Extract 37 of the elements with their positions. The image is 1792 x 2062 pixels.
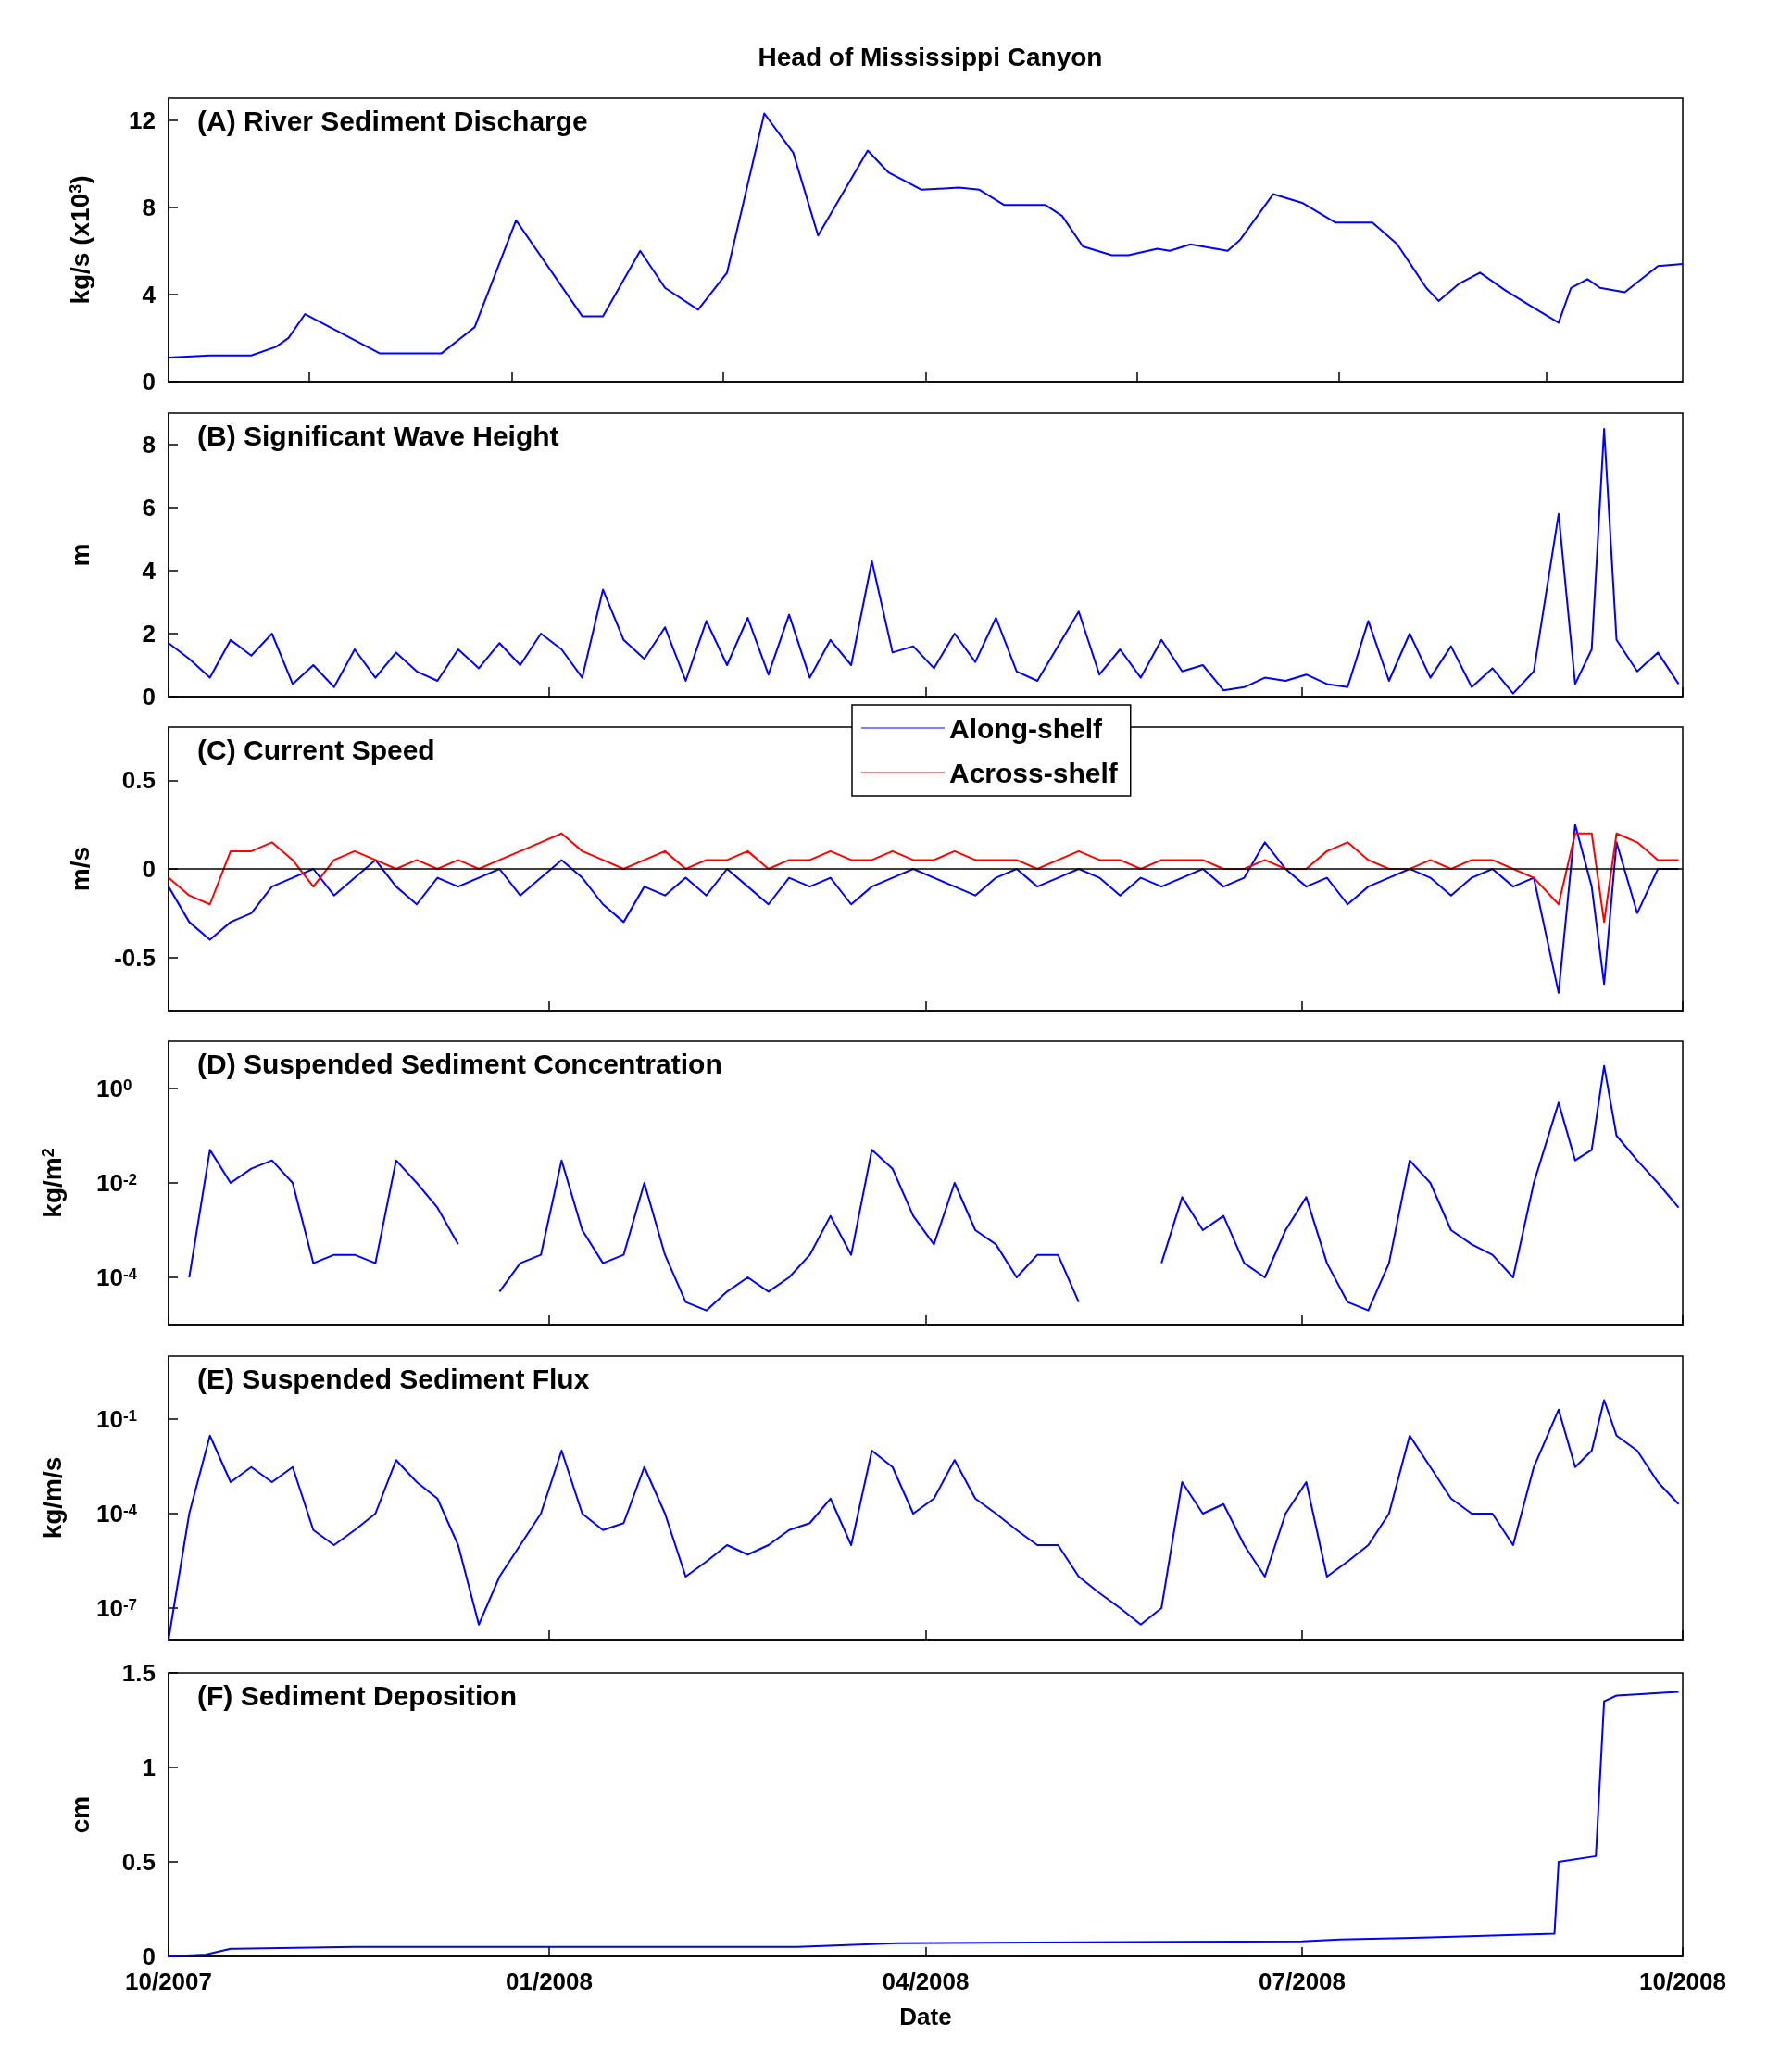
y-tick-label: 2 <box>142 620 156 648</box>
chart-title: (B) Significant Wave Height <box>197 420 559 451</box>
y-axis-title: kg/s (x103) <box>65 175 94 305</box>
x-tick-label: 04/2008 <box>882 1968 970 1995</box>
y-tick-label: 0.5 <box>121 766 156 795</box>
y-tick-label: 4 <box>142 280 157 308</box>
y-tick-label: 1.5 <box>121 1659 156 1687</box>
y-tick-label: 0 <box>142 1943 156 1970</box>
y-tick-label: 8 <box>142 193 156 221</box>
y-axis-title: cm <box>65 1795 94 1834</box>
chart-title: (E) Suspended Sediment Flux <box>197 1363 590 1394</box>
chart-subtitle: (A) River Sediment Discharge <box>197 105 588 136</box>
y-tick-label: 0 <box>142 368 156 396</box>
chart-title: (C) Current Speed <box>197 734 435 765</box>
x-tick-label: 10/2007 <box>125 1968 212 1995</box>
y-axis-title: kg/m2 <box>37 1148 67 1218</box>
x-tick-label: 01/2008 <box>505 1968 593 1995</box>
legend-label: Along-shelf <box>949 712 1103 744</box>
legend-label: Across-shelf <box>949 757 1119 788</box>
y-axis-title: m <box>65 543 94 567</box>
x-tick-label: 07/2008 <box>1259 1968 1347 1995</box>
x-tick-label: 10/2008 <box>1639 1968 1726 1995</box>
chart-title: (D) Suspended Sediment Concentration <box>197 1048 722 1079</box>
y-tick-label: -0.5 <box>114 943 156 972</box>
y-tick-label: 4 <box>142 557 157 585</box>
y-tick-label: 1 <box>142 1754 156 1781</box>
x-axis-title: Date <box>899 2003 952 2031</box>
y-axis-title: m/s <box>65 846 94 892</box>
chart-title: Head of Mississippi Canyon <box>758 42 1103 71</box>
y-tick-label: 0 <box>142 683 156 710</box>
y-tick-label: 0 <box>142 855 156 883</box>
y-tick-label: 0.5 <box>121 1848 156 1876</box>
y-tick-label: 6 <box>142 494 156 522</box>
chart-title: (F) Sediment Deposition <box>197 1679 517 1711</box>
y-axis-title: kg/m/s <box>37 1456 67 1540</box>
y-tick-label: 8 <box>142 431 156 459</box>
y-tick-label: 12 <box>129 106 156 134</box>
